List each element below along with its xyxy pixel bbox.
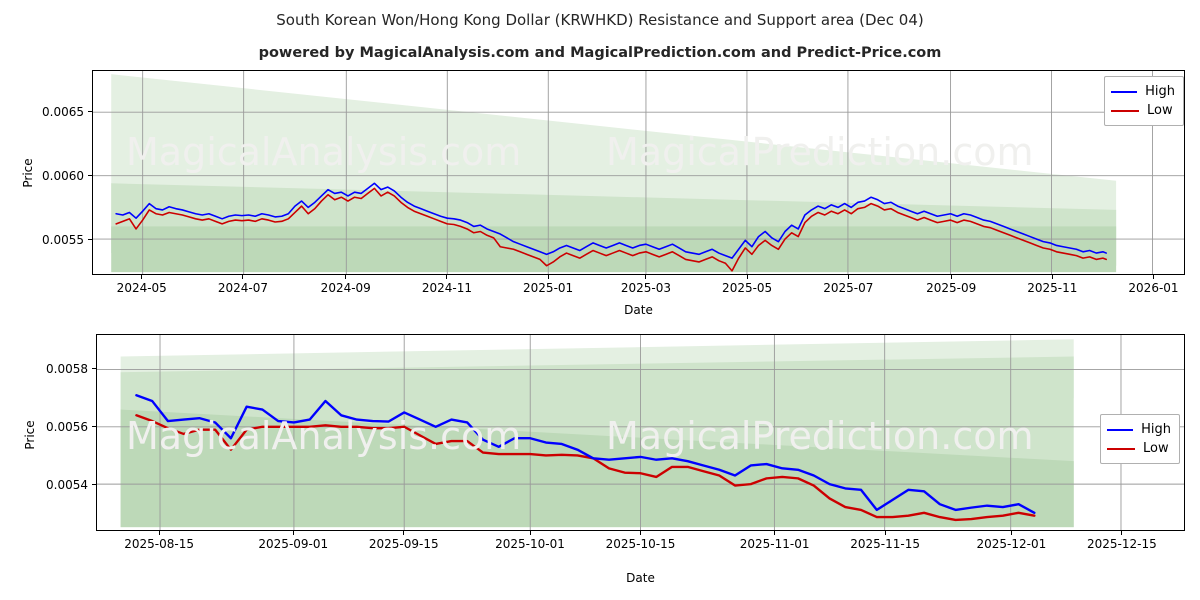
x-tick-mark: [141, 275, 143, 279]
y-tick-mark: [88, 175, 92, 177]
x-tick-mark: [242, 275, 244, 279]
y-tick-label: 0.0055: [42, 232, 84, 247]
x-tick-label: 2024-07: [217, 281, 268, 295]
y-tick-label: 0.0065: [42, 104, 84, 119]
x-tick-label: 2025-11: [1027, 281, 1078, 295]
y-tick-label: 0.0056: [46, 419, 88, 434]
x-tick-label: 2025-09-01: [258, 537, 329, 551]
x-tick-mark: [746, 275, 748, 279]
x-tick-label: 2025-07: [823, 281, 874, 295]
x-tick-label: 2025-08-15: [124, 537, 194, 551]
x-tick-mark: [1152, 275, 1154, 279]
legend-swatch-high: [1107, 428, 1134, 431]
y-tick-label: 0.0054: [46, 477, 88, 492]
y-tick-label: 0.0060: [42, 168, 84, 183]
legend-item-high[interactable]: High: [1111, 82, 1175, 101]
zoom-chart-panel: [96, 334, 1185, 531]
legend-label-high: High: [1145, 84, 1175, 99]
legend-item-low[interactable]: Low: [1107, 439, 1171, 458]
x-tick-mark: [345, 275, 347, 279]
x-tick-mark: [847, 275, 849, 279]
x-tick-mark: [529, 531, 531, 535]
series-line-low: [135, 414, 1036, 522]
y-tick-mark: [92, 426, 96, 428]
x-tick-label: 2024-05: [116, 281, 167, 295]
legend-label-low: Low: [1147, 103, 1173, 118]
legend-swatch-low: [1111, 109, 1139, 112]
zoom-chart-canvas: [97, 335, 1184, 530]
x-tick-label: 2025-09: [926, 281, 977, 295]
series-line-high: [115, 182, 1107, 259]
x-tick-mark: [1051, 275, 1053, 279]
zoom-legend: High Low: [1100, 414, 1180, 464]
overview-x-axis-label: Date: [624, 303, 653, 317]
y-tick-mark: [92, 368, 96, 370]
zoom-y-axis-label: Price: [23, 420, 37, 450]
x-tick-mark: [403, 531, 405, 535]
x-tick-mark: [645, 275, 647, 279]
band-support-lower: [120, 409, 1074, 528]
x-tick-mark: [1121, 531, 1123, 535]
x-tick-label: 2025-11-15: [850, 537, 920, 551]
x-tick-mark: [950, 275, 952, 279]
x-tick-mark: [158, 531, 160, 535]
legend-swatch-high: [1111, 90, 1138, 93]
x-tick-mark: [1010, 531, 1012, 535]
x-tick-label: 2024-09: [320, 281, 371, 295]
x-tick-label: 2025-09-15: [368, 537, 439, 551]
x-tick-mark: [640, 531, 641, 535]
overview-chart-panel: [92, 70, 1185, 275]
band-support-lower: [111, 226, 1117, 273]
series-line-high: [135, 394, 1036, 514]
x-tick-label: 2025-12-15: [1086, 537, 1157, 551]
legend-label-high: High: [1141, 422, 1171, 437]
x-tick-mark: [884, 531, 886, 535]
zoom-x-axis-label: Date: [626, 571, 655, 585]
x-tick-mark: [292, 531, 294, 535]
x-tick-mark: [547, 275, 549, 279]
overview-y-axis-label: Price: [21, 158, 35, 188]
y-tick-mark: [88, 239, 92, 241]
page-title: South Korean Won/Hong Kong Dollar (KRWHK…: [276, 11, 924, 29]
x-tick-label: 2026-01: [1128, 281, 1179, 295]
overview-legend: High Low: [1104, 76, 1184, 126]
x-tick-label: 2025-05: [722, 281, 773, 295]
x-tick-label: 2025-11-01: [739, 537, 810, 551]
x-tick-label: 2025-12-01: [976, 537, 1047, 551]
x-tick-label: 2025-01: [523, 281, 574, 295]
legend-label-low: Low: [1143, 441, 1169, 456]
series-line-low: [115, 187, 1107, 272]
x-tick-mark: [446, 275, 448, 279]
y-tick-mark: [92, 484, 96, 486]
x-tick-label: 2025-03: [620, 281, 672, 295]
x-tick-label: 2025-10-01: [495, 537, 565, 551]
x-tick-label: 2024-11: [421, 281, 472, 295]
page-subtitle: powered by MagicalAnalysis.com and Magic…: [258, 45, 942, 61]
x-tick-label: 2025-10-15: [605, 537, 676, 551]
overview-chart-canvas: [93, 71, 1184, 274]
y-tick-label: 0.0058: [46, 361, 88, 376]
legend-item-high[interactable]: High: [1107, 420, 1171, 439]
y-tick-mark: [88, 111, 92, 113]
x-tick-mark: [774, 531, 776, 535]
legend-swatch-low: [1107, 447, 1135, 450]
legend-item-low[interactable]: Low: [1111, 101, 1175, 120]
